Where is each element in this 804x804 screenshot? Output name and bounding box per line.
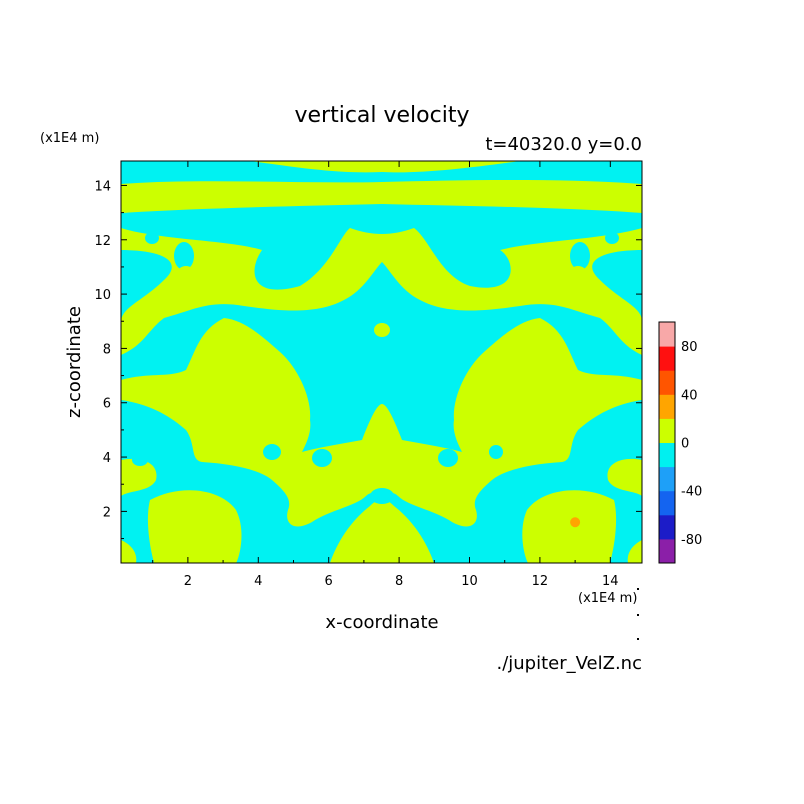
y-tick-label: 4 (103, 451, 111, 466)
y-tick-label: 8 (103, 342, 111, 357)
x-tick-label: 6 (325, 574, 333, 589)
plot-frame (120, 160, 643, 564)
y-unit-label: (x1E4 m) (40, 131, 99, 146)
x-tick-label: 12 (532, 574, 549, 589)
colorbar-swatch (659, 442, 675, 468)
colorbar-swatch (659, 346, 675, 371)
colorbar-swatch (659, 466, 675, 492)
colorbar-swatch (659, 538, 675, 564)
y-tick-label: 14 (94, 179, 111, 194)
colorbar-swatch (659, 322, 675, 347)
x-tick-label: 2 (184, 574, 192, 589)
y-axis-label: z-coordinate (64, 306, 85, 418)
x-unit-label: (x1E4 m) (578, 591, 637, 606)
colorbar-swatch (659, 514, 675, 540)
x-axis-label: x-coordinate (325, 612, 438, 633)
x-tick-label: 4 (254, 574, 262, 589)
colorbar-swatch (659, 490, 675, 516)
colorbar: -80 -40 0 40 80 (658, 321, 702, 564)
colorbar-frame (658, 321, 676, 564)
positive-velocity-spots (178, 266, 586, 337)
velocity-field (121, 161, 642, 563)
negative-velocity-regions (132, 232, 619, 504)
chart-subtitle: t=40320.0 y=0.0 (485, 134, 642, 155)
y-tick-label: 12 (94, 234, 111, 249)
colorbar-tick-label: -40 (681, 485, 702, 500)
colorbar-tick-label: 40 (681, 388, 698, 403)
y-tick-label: 6 (103, 397, 111, 412)
colorbar-tick-label: 0 (681, 437, 689, 452)
source-file-label: ./jupiter_VelZ.nc (496, 653, 642, 674)
positive-velocity-regions (121, 161, 642, 563)
y-tick-label: 10 (94, 288, 111, 303)
colorbar-swatch (659, 418, 675, 443)
colorbar-tick-label: -80 (681, 533, 702, 548)
corner-marks (637, 588, 639, 640)
hot-spot (570, 517, 581, 528)
x-tick-label: 10 (461, 574, 478, 589)
colorbar-swatch (659, 394, 675, 419)
chart-title: vertical velocity (294, 103, 469, 128)
x-tick-label: 8 (395, 574, 403, 589)
colorbar-swatch (659, 370, 675, 395)
x-tick-label: 14 (602, 574, 619, 589)
y-tick-label: 2 (103, 505, 111, 520)
colorbar-tick-label: 80 (681, 340, 698, 355)
axes: 2 4 6 8 10 12 14 2 4 6 8 10 12 14 (94, 161, 642, 589)
hot-spot-layer (570, 517, 581, 528)
